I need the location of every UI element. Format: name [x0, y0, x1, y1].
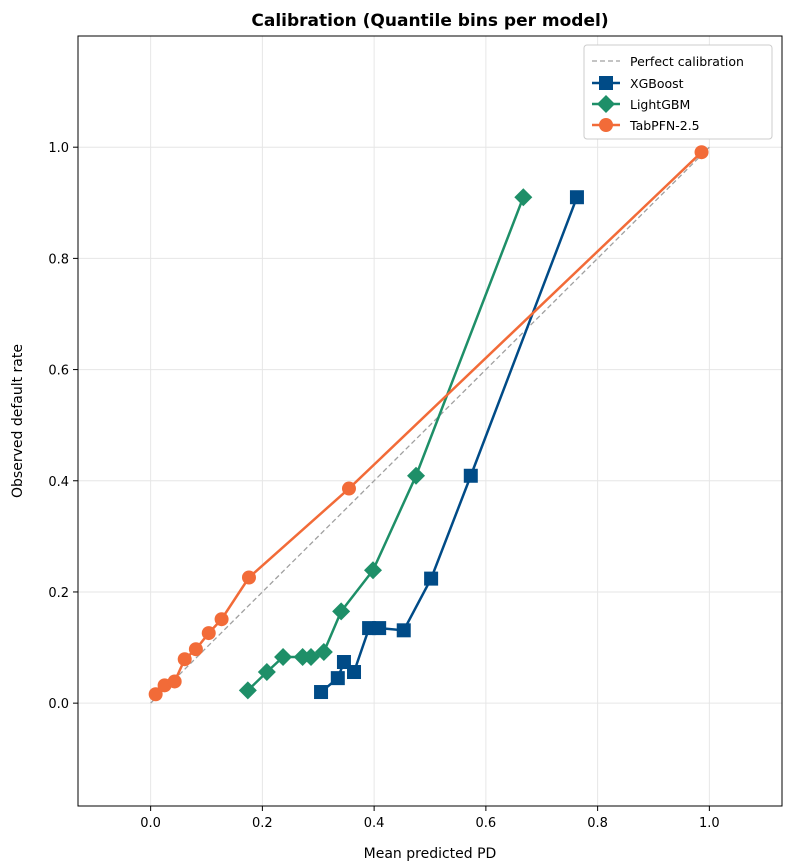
y-tick-label: 0.4: [48, 475, 69, 490]
xgboost-point: [372, 621, 387, 636]
legend-tabpfn-2-5-marker: [599, 118, 613, 132]
x-axis-label: Mean predicted PD: [364, 846, 497, 862]
legend-xgboost-marker: [599, 76, 613, 90]
xgboost-point: [314, 685, 329, 700]
legend-lightgbm-marker: [597, 95, 615, 113]
x-tick-label: 0.4: [364, 816, 385, 831]
tabpfn-2-5-point: [167, 674, 182, 689]
legend-tabpfn-2-5-label: TabPFN-2.5: [629, 118, 700, 133]
y-tick-label: 0.0: [48, 697, 69, 712]
xgboost-point: [569, 190, 584, 205]
tabpfn-2-5-point: [201, 626, 216, 641]
xgboost-point: [330, 671, 345, 686]
y-tick-label: 0.6: [48, 364, 69, 379]
legend-box: [583, 44, 773, 140]
chart-title: Calibration (Quantile bins per model): [251, 11, 608, 31]
lightgbm-point: [514, 188, 533, 207]
y-tick-label: 1.0: [48, 141, 69, 156]
xgboost-point: [463, 468, 478, 483]
tabpfn-2-5-point: [694, 145, 709, 160]
y-tick-label: 0.2: [48, 586, 69, 601]
x-tick-label: 0.6: [476, 816, 497, 831]
lightgbm-point: [407, 466, 426, 485]
legend-perfect-calibration-label: Perfect calibration: [630, 54, 744, 69]
x-tick-label: 1.0: [699, 816, 720, 831]
lightgbm-point: [274, 648, 293, 667]
lightgbm-point: [332, 602, 351, 621]
tabpfn-2-5-point: [188, 642, 203, 657]
xgboost-point: [396, 623, 411, 638]
tabpfn-2-5-point: [241, 570, 256, 585]
x-tick-label: 0.8: [587, 816, 608, 831]
lightgbm-point: [257, 663, 276, 682]
xgboost-point: [424, 571, 439, 586]
xgboost-line: [320, 196, 579, 693]
lightgbm-point: [238, 681, 257, 700]
y-tick-label: 0.8: [48, 252, 69, 267]
tabpfn-2-5-point: [341, 481, 356, 496]
y-axis-label: Observed default rate: [10, 344, 26, 498]
xgboost-point: [347, 665, 362, 680]
tabpfn-2-5-point: [148, 687, 163, 702]
x-tick-label: 0.2: [252, 816, 273, 831]
tabpfn-2-5-point: [177, 652, 192, 667]
lightgbm-point: [314, 643, 333, 661]
lightgbm-point: [364, 561, 383, 580]
tabpfn-2-5-point: [214, 612, 229, 627]
perfect-calibration-line: [150, 146, 710, 704]
legend-lightgbm-label: LightGBM: [630, 97, 690, 112]
x-tick-label: 0.0: [140, 816, 161, 831]
legend-xgboost-label: XGBoost: [630, 76, 684, 91]
tabpfn-2-5-line: [154, 151, 703, 696]
plot-frame: [77, 35, 783, 807]
